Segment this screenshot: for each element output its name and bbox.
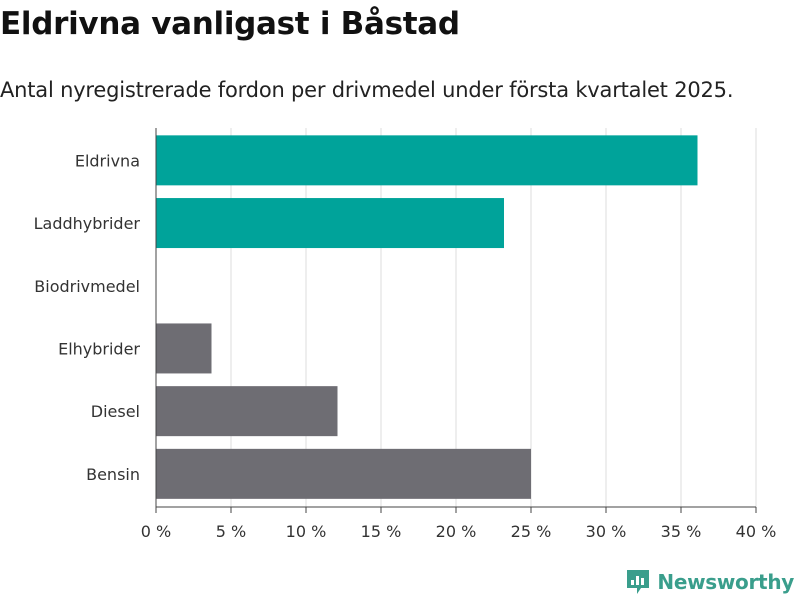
x-tick-label: 40 % [736, 522, 777, 541]
category-label: Eldrivna [75, 151, 140, 170]
newsworthy-logo-text: Newsworthy [657, 570, 794, 594]
bar-bensin [156, 448, 531, 499]
bar-eldrivna [156, 135, 698, 186]
category-label: Biodrivmedel [34, 277, 140, 296]
bar-elhybrider [156, 323, 212, 374]
bar-diesel [156, 386, 338, 437]
category-label: Laddhybrider [34, 214, 141, 233]
x-tick-label: 25 % [511, 522, 552, 541]
x-tick-label: 0 % [141, 522, 171, 541]
category-label: Bensin [86, 465, 140, 484]
x-tick-label: 5 % [216, 522, 246, 541]
category-label: Diesel [91, 402, 140, 421]
chart-subtitle: Antal nyregistrerade fordon per drivmede… [0, 78, 734, 102]
x-tick-label: 20 % [436, 522, 477, 541]
chart-title: Eldrivna vanligast i Båstad [0, 6, 460, 42]
bar-laddhybrider [156, 198, 504, 249]
newsworthy-logo-icon [627, 570, 650, 594]
x-tick-label: 15 % [361, 522, 402, 541]
x-tick-label: 35 % [661, 522, 702, 541]
x-tick-label: 10 % [286, 522, 327, 541]
x-tick-label: 30 % [586, 522, 627, 541]
category-label: Elhybrider [58, 339, 140, 358]
newsworthy-logo: Newsworthy [625, 568, 794, 596]
